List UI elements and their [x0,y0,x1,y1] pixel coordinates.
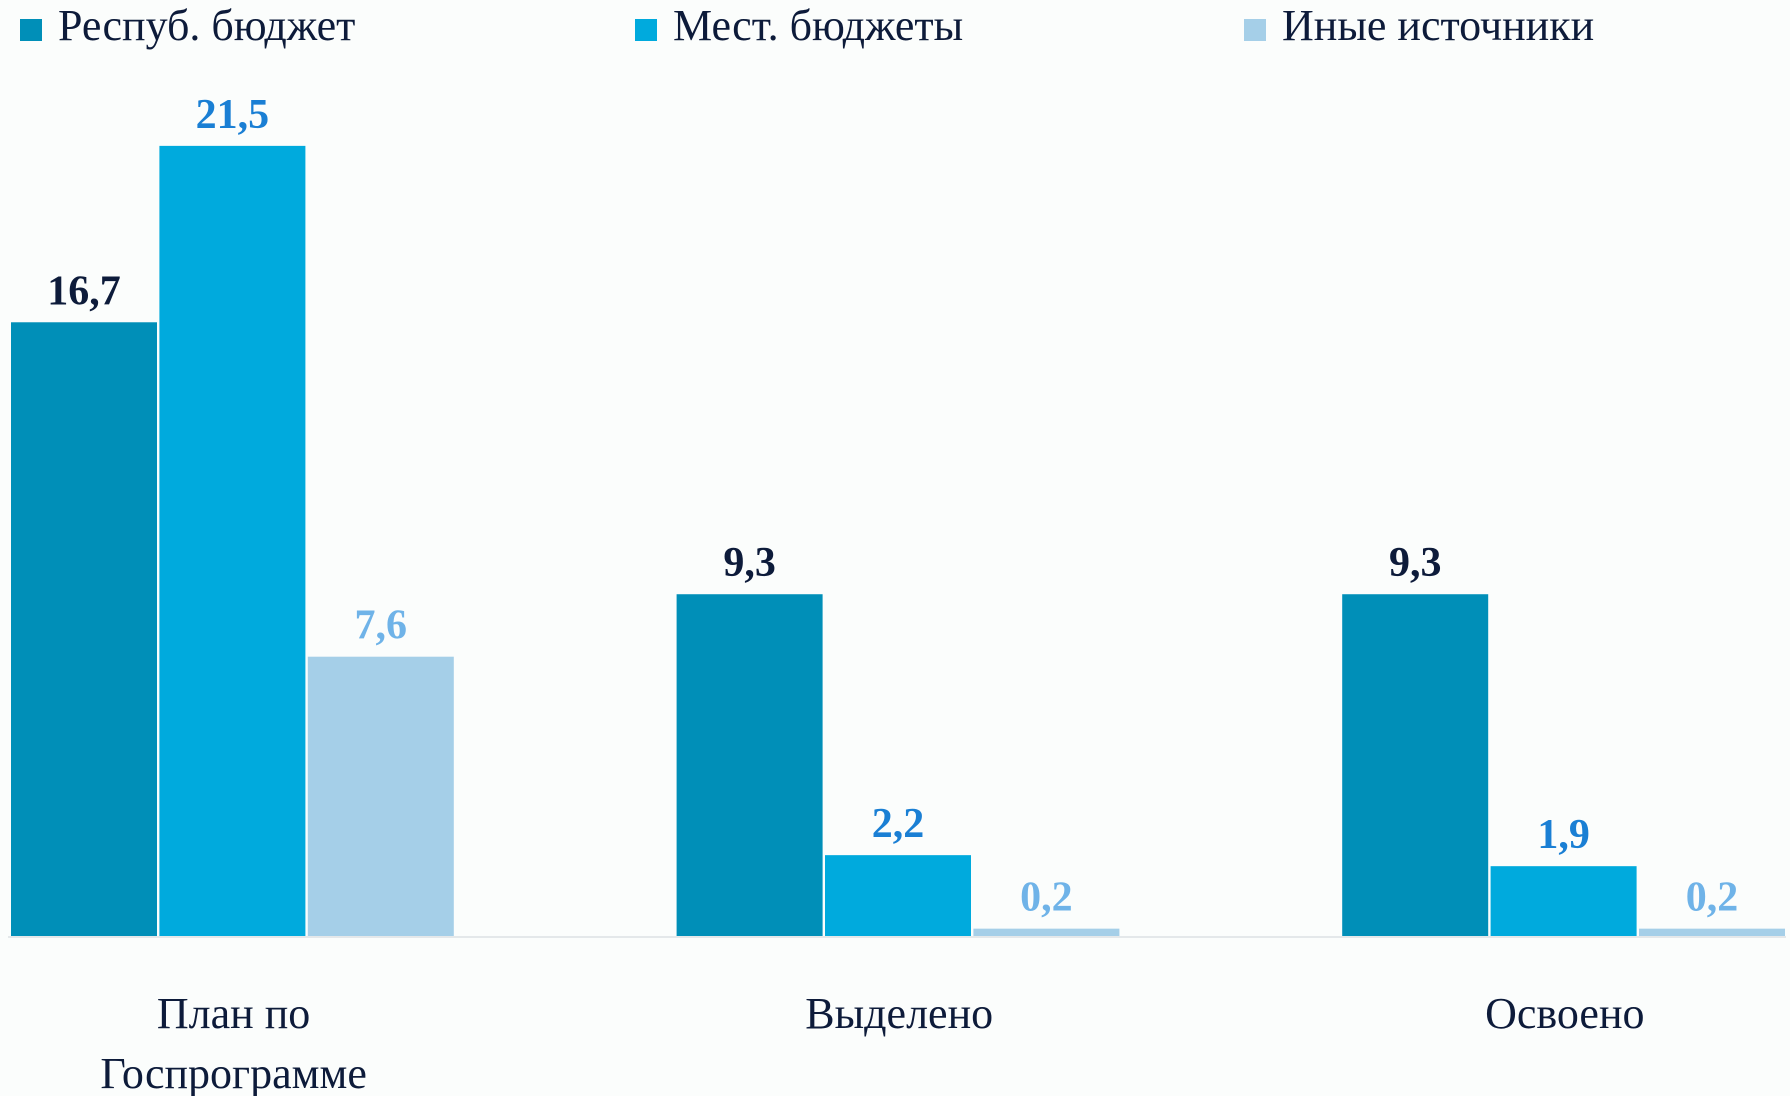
bar [1342,594,1489,936]
bar [825,855,971,936]
bar [1639,928,1785,936]
value-label: 9,3 [723,540,776,586]
value-label: 16,7 [47,268,121,314]
bar [159,145,306,936]
x-tick-label: Выделено [805,989,994,1038]
value-label: 7,6 [355,603,408,649]
legend-label: Респуб. бюджет [58,1,355,50]
value-label: 0,2 [1686,875,1739,921]
bar [676,594,823,936]
legend-swatch [635,19,657,41]
x-tick-label: План по Госпрограмме [100,989,367,1096]
x-tick-label: Освоено [1485,989,1645,1038]
value-label: 9,3 [1389,540,1442,586]
legend-swatch [20,19,42,41]
bar [11,322,157,936]
value-label: 21,5 [196,92,270,138]
bar [1490,866,1637,936]
value-label: 0,2 [1020,875,1073,921]
legend-swatch [1244,19,1266,41]
value-label: 1,9 [1537,812,1590,858]
value-label: 2,2 [872,801,925,847]
legend-label: Иные источники [1282,1,1594,50]
legend-label: Мест. бюджеты [673,1,963,50]
bar [973,928,1120,936]
bar [307,656,454,936]
